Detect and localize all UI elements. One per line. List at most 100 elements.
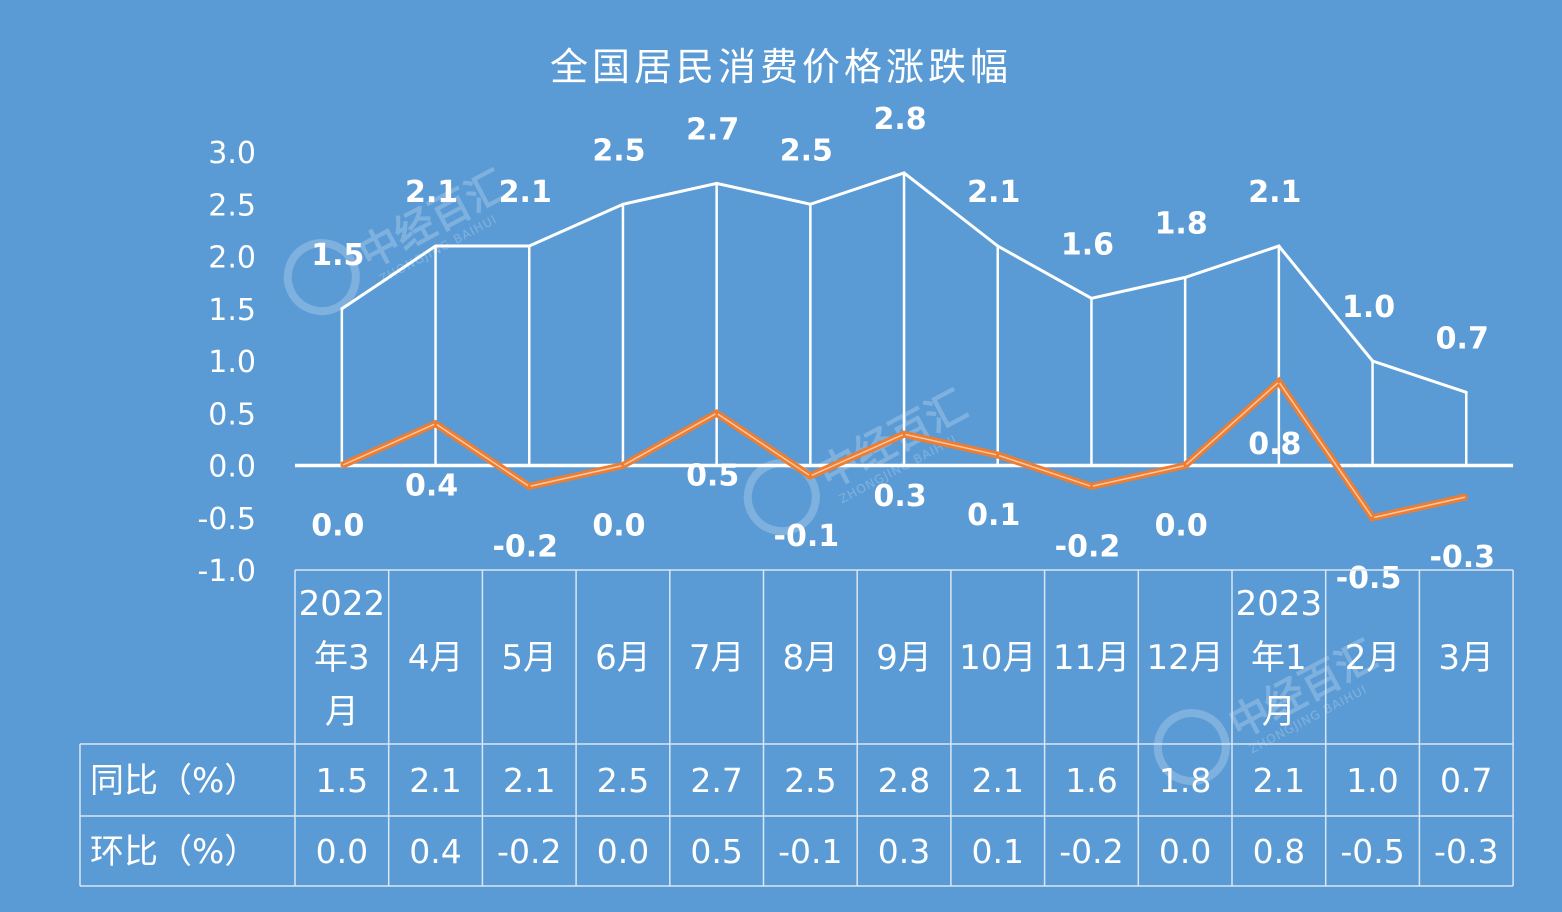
data-point-yoy: [808, 202, 812, 206]
data-point-mom: [808, 474, 812, 478]
data-label-mom: 0.4: [405, 469, 458, 504]
data-point-yoy: [527, 244, 531, 248]
table-cell-mom: -0.1: [778, 832, 842, 871]
x-tick-label: 4月: [408, 638, 464, 678]
x-tick-label: 6月: [595, 638, 651, 678]
table-cell-yoy: 2.5: [784, 761, 836, 800]
data-label-mom: -0.1: [774, 519, 840, 554]
data-point-mom: [1371, 516, 1375, 520]
table-cell-mom: 0.4: [409, 832, 461, 871]
y-tick-label: -1.0: [197, 554, 256, 589]
data-point-mom: [1089, 484, 1093, 488]
y-axis: 3.0 2.5 2.0 1.5 1.0 0.5 0.0 -0.5 -1.0: [197, 136, 256, 589]
data-point-yoy: [1371, 359, 1375, 363]
table-cell-yoy: 1.6: [1065, 761, 1117, 800]
table-cell-yoy: 2.1: [1253, 761, 1305, 800]
table-cell-yoy: 2.8: [878, 761, 930, 800]
x-tick-label: 9月: [876, 638, 932, 678]
x-tick-label: 月: [325, 692, 359, 732]
table-cell-mom: 0.0: [1159, 832, 1211, 871]
drop-lines: [340, 172, 1468, 466]
x-tick-label: 2022: [299, 584, 386, 624]
data-point-mom: [434, 422, 438, 426]
data-point-yoy: [621, 202, 625, 206]
data-point-mom: [1183, 464, 1187, 467]
x-tick-label: 8月: [783, 638, 839, 678]
x-tick-label: 年3: [314, 638, 370, 678]
data-label-yoy: 1.5: [311, 238, 364, 273]
x-tick-label: 2月: [1345, 638, 1401, 678]
table-cell-mom: 0.0: [597, 832, 649, 871]
y-tick-label: 1.5: [208, 293, 256, 328]
data-point-yoy: [996, 244, 1000, 248]
data-label-yoy: 2.1: [1248, 175, 1301, 210]
table-cell-yoy: 1.0: [1346, 761, 1398, 800]
table-cell-mom: 0.8: [1253, 832, 1305, 871]
table-cell-mom: 0.3: [878, 832, 930, 871]
data-point-mom: [621, 464, 625, 467]
table-cell-yoy: 2.1: [409, 761, 461, 800]
data-point-yoy: [902, 171, 906, 175]
table-cell-mom: -0.2: [1059, 832, 1123, 871]
y-tick-label: 1.0: [208, 345, 256, 380]
table-cell-mom: 0.1: [972, 832, 1024, 871]
table-cell-yoy: 1.8: [1159, 761, 1211, 800]
data-point-mom: [1277, 380, 1281, 384]
x-tick-label: 10月: [959, 638, 1036, 678]
data-point-mom: [1464, 495, 1468, 499]
data-label-mom: -0.5: [1336, 561, 1402, 596]
data-label-mom: -0.3: [1429, 540, 1495, 575]
data-point-yoy: [715, 181, 719, 185]
x-tick-label: 11月: [1053, 638, 1130, 678]
data-point-yoy: [1089, 296, 1093, 300]
data-point-mom: [340, 464, 344, 467]
data-label-yoy: 2.5: [592, 133, 645, 168]
y-tick-label: 0.0: [208, 450, 256, 485]
x-tick-label: 5月: [501, 638, 557, 678]
legend-mom: 环比（%）: [90, 832, 258, 872]
data-label-yoy: 2.1: [967, 175, 1020, 210]
data-label-yoy: 1.6: [1061, 227, 1114, 262]
table-cell-yoy: 2.7: [690, 761, 742, 800]
x-tick-label: 3月: [1438, 638, 1494, 678]
data-label-mom: 0.0: [1155, 509, 1208, 544]
y-tick-label: 2.0: [208, 241, 256, 276]
data-point-mom: [996, 453, 1000, 457]
x-tick-label: 年1: [1251, 638, 1307, 678]
legend-yoy: 同比（%）: [90, 761, 258, 801]
table-cell-yoy: 2.1: [503, 761, 555, 800]
series-mom: [340, 376, 1468, 522]
data-label-yoy: 2.1: [499, 175, 552, 210]
data-table: 2022 年3 月 4月 5月 6月 7月 8月 9月 10月 11月 12月 2023 年1 月 2月 3月同…: [79, 569, 1514, 887]
data-label-yoy: 1.0: [1342, 290, 1395, 325]
data-label-mom: 0.0: [592, 509, 645, 544]
table-cell-yoy: 2.1: [972, 761, 1024, 800]
x-tick-label: 7月: [689, 638, 745, 678]
data-point-yoy: [340, 307, 344, 311]
data-point-yoy: [1183, 275, 1187, 279]
data-point-mom: [527, 484, 531, 488]
x-tick-label: 2023: [1236, 584, 1323, 624]
data-label-mom: 0.8: [1248, 427, 1301, 462]
y-tick-label: -0.5: [197, 502, 256, 537]
x-tick-label: 月: [1262, 692, 1296, 732]
data-label-yoy: 2.5: [780, 133, 833, 168]
data-point-mom: [902, 432, 906, 436]
table-cell-yoy: 2.5: [597, 761, 649, 800]
table-cell-yoy: 1.5: [316, 761, 368, 800]
data-point-yoy: [1464, 390, 1468, 394]
data-point-yoy: [434, 244, 438, 248]
data-label-yoy: 2.1: [405, 175, 458, 210]
x-tick-label: 12月: [1147, 638, 1224, 678]
data-label-yoy: 0.7: [1436, 321, 1489, 356]
y-tick-label: 2.5: [208, 188, 256, 223]
data-label-yoy: 2.7: [686, 112, 739, 147]
table-cell-mom: 0.0: [316, 832, 368, 871]
y-tick-label: 3.0: [208, 136, 256, 171]
chart-title: 全国居民消费价格涨跌幅: [550, 45, 1012, 89]
data-point-yoy: [1277, 244, 1281, 248]
table-cell-mom: -0.3: [1434, 832, 1498, 871]
data-label-yoy: 1.8: [1155, 206, 1208, 241]
table-cell-mom: -0.2: [497, 832, 561, 871]
